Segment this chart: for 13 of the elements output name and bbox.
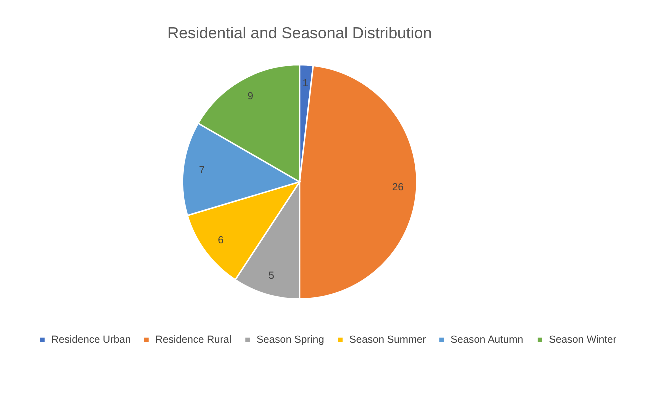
data-label: 9 (248, 92, 254, 103)
legend-label: Residence Rural (156, 334, 232, 346)
legend-label: Season Summer (350, 334, 427, 346)
data-label: 1 (302, 78, 309, 90)
legend-label: Season Autumn (450, 334, 524, 346)
data-label: 7 (199, 165, 206, 176)
legend-label: Residence Urban (52, 334, 132, 346)
chart-title: Residential and Seasonal Distribution (168, 26, 432, 43)
data-label: 5 (268, 271, 275, 282)
legend-label: Season Winter (549, 334, 618, 346)
legend-label: Season Spring (256, 334, 325, 346)
data-label: 6 (218, 236, 224, 247)
data-label: 26 (392, 182, 404, 194)
